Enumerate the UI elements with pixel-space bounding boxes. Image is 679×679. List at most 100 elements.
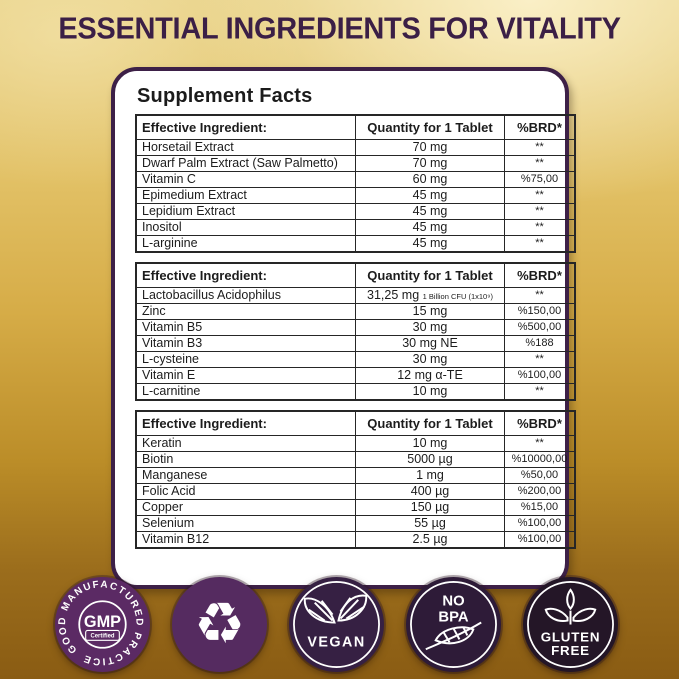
table-row: Folic Acid 400 µg %200,00 — [135, 483, 576, 500]
quantity-cell: 150 µg — [355, 499, 505, 516]
ingredient-cell: Vitamin E — [135, 367, 356, 384]
column-header: Effective Ingredient: — [135, 410, 356, 436]
gluten-free-badge-icon: GLUTEN FREE — [527, 581, 614, 668]
table-row: Vitamin C 60 mg %75,00 — [135, 171, 576, 188]
ingredient-cell: Selenium — [135, 515, 356, 532]
column-header: Quantity for 1 Tablet — [355, 410, 505, 436]
table-row: Vitamin E 12 mg α-TE %100,00 — [135, 367, 576, 384]
table-row: Lepidium Extract 45 mg ** — [135, 203, 576, 220]
table-row: Dwarf Palm Extract (Saw Palmetto) 70 mg ** — [135, 155, 576, 172]
quantity-cell: 30 mg — [355, 351, 505, 368]
brd-cell: ** — [504, 219, 576, 236]
brd-cell: ** — [504, 383, 576, 401]
table-row: Inositol 45 mg ** — [135, 219, 576, 236]
table-header-row: Effective Ingredient: Quantity for 1 Tabl… — [135, 410, 576, 436]
quantity-note: 1 Billion CFU (1x10⁹) — [422, 292, 493, 302]
supplement-facts-heading: Supplement Facts — [137, 85, 313, 107]
table-row: Selenium 55 µg %100,00 — [135, 515, 576, 532]
ingredient-cell: Vitamin C — [135, 171, 356, 188]
quantity-cell: 10 mg — [355, 383, 505, 401]
table-row: Horsetail Extract 70 mg ** — [135, 139, 576, 156]
vegan-badge-icon: VEGAN — [293, 581, 380, 668]
quantity-cell: 45 mg — [355, 203, 505, 220]
column-header: %BRD* — [504, 114, 576, 140]
column-header: Effective Ingredient: — [135, 262, 356, 288]
quantity-cell: 70 mg — [355, 155, 505, 172]
table-row: Biotin 5000 µg %10000,00 — [135, 451, 576, 468]
table-row: Vitamin B3 30 mg NE %188 — [135, 335, 576, 352]
ingredient-cell: Vitamin B3 — [135, 335, 356, 352]
quantity-cell: 10 mg — [355, 435, 505, 452]
brd-cell: ** — [504, 351, 576, 368]
brd-cell: %188 — [504, 335, 576, 352]
brd-cell: ** — [504, 287, 576, 304]
ingredient-cell: Epimedium Extract — [135, 187, 356, 204]
ingredient-cell: L-arginine — [135, 235, 356, 253]
column-header: Quantity for 1 Tablet — [355, 114, 505, 140]
quantity-cell: 15 mg — [355, 303, 505, 320]
table-row: Epimedium Extract 45 mg ** — [135, 187, 576, 204]
ingredient-cell: Inositol — [135, 219, 356, 236]
brd-cell: ** — [504, 155, 576, 172]
ingredient-cell: Biotin — [135, 451, 356, 468]
svg-text:VEGAN: VEGAN — [307, 634, 365, 650]
table-row: Zinc 15 mg %150,00 — [135, 303, 576, 320]
ingredient-cell: Keratin — [135, 435, 356, 452]
column-header: %BRD* — [504, 262, 576, 288]
brd-cell: %15,00 — [504, 499, 576, 516]
ingredient-cell: Folic Acid — [135, 483, 356, 500]
svg-text:FREE: FREE — [551, 643, 590, 658]
sprout-icon — [544, 588, 597, 625]
table-row: L-cysteine 30 mg ** — [135, 351, 576, 368]
brd-cell: ** — [504, 435, 576, 452]
brd-cell: %50,00 — [504, 467, 576, 484]
ingredient-cell: Dwarf Palm Extract (Saw Palmetto) — [135, 155, 356, 172]
quantity-cell: 60 mg — [355, 171, 505, 188]
gmp-badge-icon: GOOD MANUFACTURED PRACTICE GMP Certified — [57, 579, 144, 667]
column-header: Effective Ingredient: — [135, 114, 356, 140]
svg-text:NO: NO — [442, 594, 464, 610]
brd-cell: %200,00 — [504, 483, 576, 500]
ingredient-cell: Lepidium Extract — [135, 203, 356, 220]
brd-cell: %100,00 — [504, 367, 576, 384]
ingredient-cell: L-cysteine — [135, 351, 356, 368]
certification-badges: GOOD MANUFACTURED PRACTICE GMP Certified… — [0, 577, 679, 672]
table-header-row: Effective Ingredient: Quantity for 1 Tabl… — [135, 114, 576, 140]
brd-cell: %75,00 — [504, 171, 576, 188]
column-header: Quantity for 1 Tablet — [355, 262, 505, 288]
table-row: Keratin 10 mg ** — [135, 435, 576, 452]
recyclable-badge: ♻ — [172, 577, 267, 672]
gluten-free-badge: GLUTEN FREE — [523, 577, 618, 672]
brd-cell: ** — [504, 139, 576, 156]
table-row: Vitamin B12 2.5 µg %100,00 — [135, 531, 576, 549]
quantity-cell: 30 mg — [355, 319, 505, 336]
recycle-icon: ♻ — [193, 591, 246, 657]
brd-cell: ** — [504, 235, 576, 253]
table-row: L-carnitine 10 mg ** — [135, 383, 576, 401]
supplement-table-1: Effective Ingredient: Quantity for 1 Tabl… — [135, 114, 576, 253]
gmp-certified-badge: GOOD MANUFACTURED PRACTICE GMP Certified — [55, 577, 150, 672]
vegan-badge: VEGAN — [289, 577, 384, 672]
quantity-cell: 12 mg α-TE — [355, 367, 505, 384]
table-header-row: Effective Ingredient: Quantity for 1 Tabl… — [135, 262, 576, 288]
quantity-cell: 45 mg — [355, 235, 505, 253]
ingredient-cell: Copper — [135, 499, 356, 516]
supplement-table-2: Effective Ingredient: Quantity for 1 Tabl… — [135, 262, 576, 401]
table-row: Copper 150 µg %15,00 — [135, 499, 576, 516]
table-row: Vitamin B5 30 mg %500,00 — [135, 319, 576, 336]
brd-cell: ** — [504, 187, 576, 204]
quantity-cell: 400 µg — [355, 483, 505, 500]
column-header: %BRD* — [504, 410, 576, 436]
ingredient-cell: Vitamin B5 — [135, 319, 356, 336]
vegan-leaves-icon — [303, 594, 368, 624]
supplement-facts-card: Supplement Facts Effective Ingredient: Qu… — [111, 67, 576, 589]
ingredient-cell: Vitamin B12 — [135, 531, 356, 549]
quantity-cell: 45 mg — [355, 219, 505, 236]
quantity-cell: 30 mg NE — [355, 335, 505, 352]
quantity-cell: 55 µg — [355, 515, 505, 532]
brd-cell: %100,00 — [504, 515, 576, 532]
ingredient-cell: L-carnitine — [135, 383, 356, 401]
no-bpa-badge: NO BPA — [406, 577, 501, 672]
quantity-cell: 1 mg — [355, 467, 505, 484]
